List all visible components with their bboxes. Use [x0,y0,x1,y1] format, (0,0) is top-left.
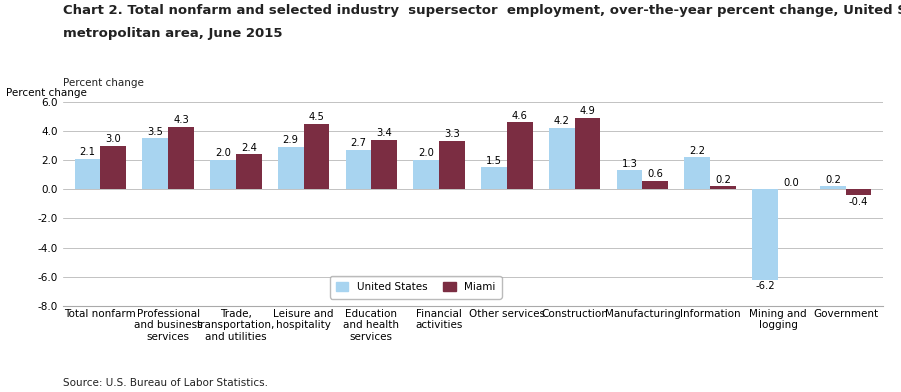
Text: metropolitan area, June 2015: metropolitan area, June 2015 [63,27,283,40]
Bar [414,160,439,189]
Text: 0.0: 0.0 [783,178,798,187]
Text: -0.4: -0.4 [849,197,869,207]
Bar [168,127,194,189]
Text: 0.6: 0.6 [647,169,663,179]
Bar [278,147,304,189]
Bar [346,150,371,189]
Bar [549,128,575,189]
Bar [481,167,507,189]
Bar [371,140,397,189]
Bar [685,157,710,189]
Bar [575,118,600,189]
Bar [616,171,642,189]
Bar [820,186,846,189]
Bar [507,122,532,189]
Text: 2.9: 2.9 [283,135,299,145]
Bar [642,181,669,189]
Text: 3.5: 3.5 [147,127,163,136]
Text: 2.0: 2.0 [418,149,434,158]
Text: 1.3: 1.3 [622,159,638,169]
Bar [210,160,236,189]
Bar [710,186,736,189]
Text: 2.4: 2.4 [241,143,257,152]
Text: 4.2: 4.2 [554,116,569,126]
Text: -6.2: -6.2 [755,281,775,291]
Bar [236,154,261,189]
Text: 3.0: 3.0 [105,134,121,144]
Text: 2.1: 2.1 [79,147,96,157]
Text: Percent change: Percent change [63,78,144,88]
Bar [752,189,778,279]
Text: 3.4: 3.4 [377,128,392,138]
Text: 0.2: 0.2 [715,174,731,185]
Text: 2.7: 2.7 [350,138,367,148]
Bar [304,124,330,189]
Text: 4.3: 4.3 [173,115,189,125]
Text: 1.5: 1.5 [486,156,502,166]
Text: 0.2: 0.2 [825,174,841,185]
Text: Source: U.S. Bureau of Labor Statistics.: Source: U.S. Bureau of Labor Statistics. [63,378,268,388]
Bar [75,159,100,189]
Bar [846,189,871,195]
Bar [100,145,126,189]
Text: 4.9: 4.9 [579,106,596,116]
Text: 2.2: 2.2 [689,145,705,156]
Bar [439,141,465,189]
Text: 2.0: 2.0 [215,149,231,158]
Text: 4.5: 4.5 [308,112,324,122]
Bar [142,138,168,189]
Legend: United States, Miami: United States, Miami [330,276,502,299]
Text: Percent change: Percent change [5,88,86,98]
Text: Chart 2. Total nonfarm and selected industry  supersector  employment, over-the-: Chart 2. Total nonfarm and selected indu… [63,4,901,17]
Text: 3.3: 3.3 [444,129,460,140]
Text: 4.6: 4.6 [512,111,528,121]
